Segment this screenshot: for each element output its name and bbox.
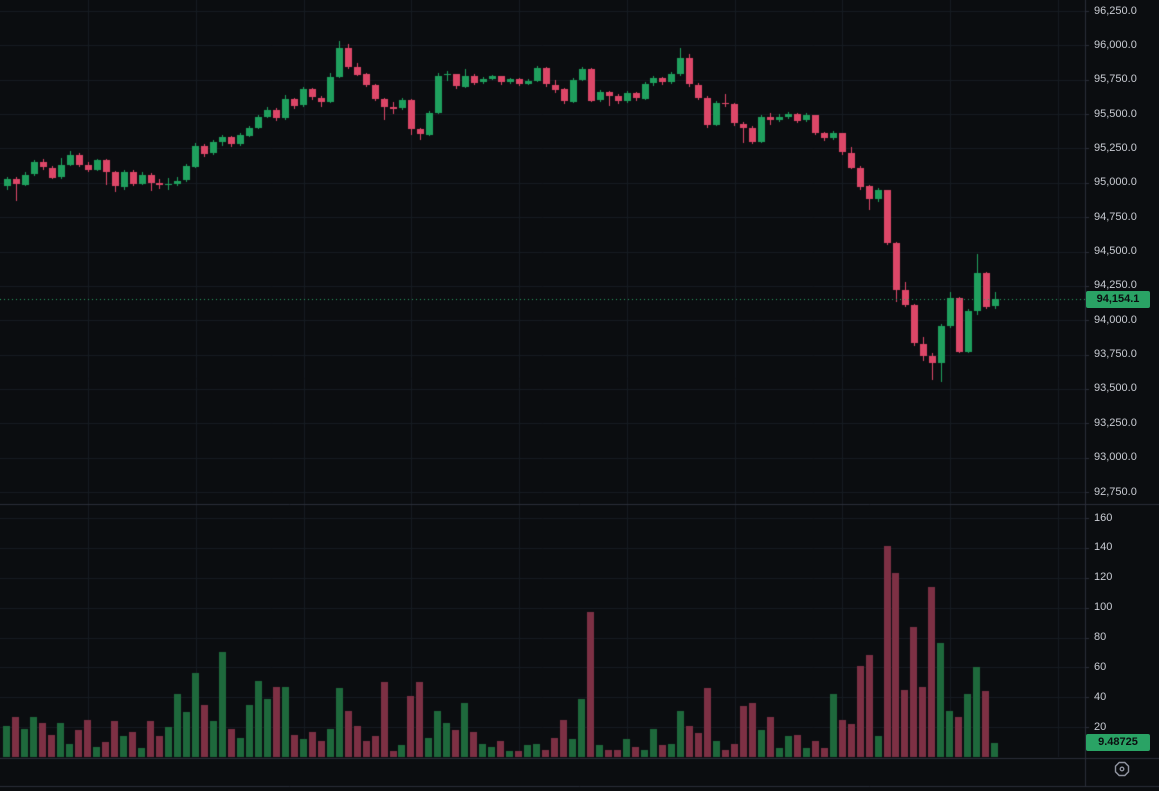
price-axis-label: 94,000.0	[1094, 313, 1137, 326]
volume-axis-label: 80	[1094, 631, 1107, 643]
price-axis[interactable]: 96,250.0 96,000.0 95,750.0 95,500.0 95,250.0…	[1086, 0, 1159, 758]
price-axis-label: 93,750.0	[1094, 348, 1137, 361]
time-axis[interactable]: 14:0015:0016:0017:0018:0019:0020:0021:00…	[0, 758, 1159, 791]
price-axis-label: 95,250.0	[1094, 141, 1137, 154]
price-axis-label: 95,500.0	[1094, 107, 1137, 120]
settings-gear-icon[interactable]	[1113, 760, 1131, 778]
price-axis-label: 94,250.0	[1094, 279, 1137, 292]
volume-axis-label: 140	[1094, 541, 1113, 554]
price-axis-label: 92,750.0	[1094, 485, 1137, 498]
price-axis-label: 95,000.0	[1094, 176, 1137, 189]
price-axis-label: 96,250.0	[1094, 4, 1137, 17]
price-axis-label: 96,000.0	[1094, 38, 1137, 51]
volume-axis-label: 160	[1094, 511, 1113, 524]
price-axis-label: 94,750.0	[1094, 210, 1137, 223]
volume-axis-label: 20	[1094, 720, 1107, 733]
volume-axis-label: 40	[1094, 690, 1107, 703]
last-price-badge: 94,154.1	[1086, 290, 1150, 308]
price-axis-label: 95,750.0	[1094, 73, 1137, 86]
volume-axis-label: 60	[1094, 660, 1107, 673]
price-axis-label: 93,250.0	[1094, 416, 1137, 429]
last-volume-badge: 9.48725	[1086, 734, 1150, 752]
price-axis-label: 93,000.0	[1094, 451, 1137, 464]
volume-axis-label: 120	[1094, 571, 1113, 584]
volume-axis-label: 100	[1094, 601, 1113, 614]
price-axis-label: 93,500.0	[1094, 382, 1137, 395]
price-axis-label: 94,500.0	[1094, 245, 1137, 257]
